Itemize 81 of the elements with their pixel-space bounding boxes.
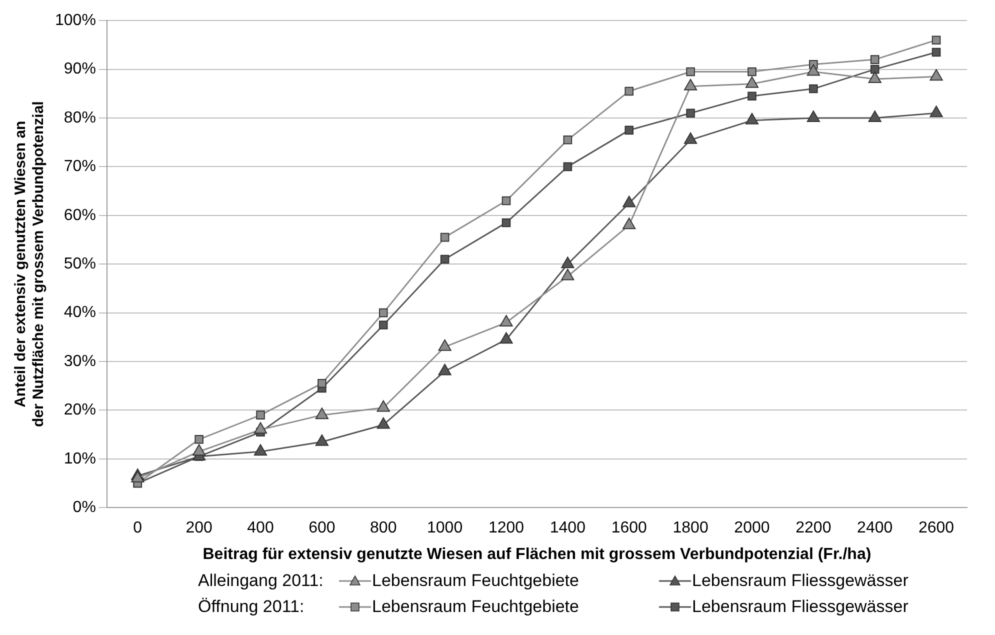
point (745, 112, 759, 124)
x-tick-label: 200 (186, 520, 213, 537)
point (624, 86, 634, 96)
y-axis-title: Anteil der extensiv genutzten Wiesen an der Nutzfläche mit grossem Verbundpotenzial (12, 101, 48, 428)
x-tick-label: 1400 (550, 520, 586, 537)
point (376, 417, 390, 429)
text: Öffnung 2011: (198, 596, 306, 618)
x-tick-label: 1000 (427, 520, 463, 537)
y-tick-label: 40% (64, 304, 96, 322)
point (868, 110, 882, 122)
y-tick-label: 20% (64, 402, 96, 419)
point (868, 72, 882, 84)
point (315, 434, 329, 446)
point (622, 196, 636, 208)
x-tick-label: 0 (133, 520, 142, 537)
point (378, 308, 388, 318)
point (254, 422, 268, 434)
y-tick-label: 50% (64, 256, 96, 273)
point (806, 64, 820, 76)
point (438, 339, 452, 351)
legend-label: Lebensraum Fliessgewässer (692, 570, 908, 592)
point (500, 315, 513, 327)
text: Alleingang 2011: (198, 570, 324, 592)
point (440, 232, 450, 242)
point (131, 470, 144, 482)
point (624, 126, 634, 135)
x-tick-label: 1200 (488, 520, 524, 537)
point (256, 410, 265, 420)
point (686, 108, 695, 118)
point (930, 106, 943, 118)
point (684, 78, 698, 90)
legend-label: Lebensraum Feuchtgebiete (372, 570, 579, 592)
point (500, 332, 513, 344)
point (932, 48, 941, 57)
point (684, 132, 698, 144)
x-tick-label: 600 (308, 520, 336, 537)
y-tick-label: 0% (72, 499, 96, 516)
y-tick-label: 80% (64, 109, 96, 126)
point (502, 196, 511, 206)
y-tick-label: 60% (64, 206, 96, 224)
point (318, 379, 326, 388)
point (192, 444, 206, 456)
y-tick-label: 30% (64, 352, 96, 370)
point (806, 110, 820, 122)
legend-label: Lebensraum Fliessgewässer (692, 596, 908, 618)
point (440, 254, 450, 264)
point (745, 76, 759, 88)
point (194, 435, 204, 444)
point (561, 268, 574, 280)
point (809, 84, 818, 94)
x-axis-title: Beitrag für extensiv genutzte Wiesen auf Flächen mit grossem Verbundpotenzial (Fr./ha) (202, 546, 872, 563)
y-tick-label: 70% (64, 158, 96, 176)
point (561, 256, 574, 268)
point (748, 67, 756, 76)
y-tick-label: 100% (55, 12, 96, 30)
x-tick-label: 400 (247, 520, 274, 537)
point (378, 320, 388, 330)
point (438, 364, 452, 376)
point (254, 444, 268, 456)
point (930, 69, 943, 81)
x-tick-label: 2200 (796, 520, 832, 537)
point (376, 400, 390, 412)
legend-label: Lebensraum Feuchtgebiete (372, 596, 579, 618)
y-tick-label: 90% (64, 60, 96, 78)
point (870, 64, 880, 74)
x-tick-label: 1800 (672, 520, 708, 537)
point (748, 92, 756, 100)
point (315, 408, 329, 420)
point (932, 36, 941, 44)
x-tick-label: 2000 (734, 520, 770, 537)
x-tick-label: 2600 (918, 520, 954, 537)
x-tick-label: 2400 (857, 520, 893, 537)
y-tick-label: 10% (64, 450, 96, 468)
point (563, 162, 572, 172)
point (502, 218, 511, 228)
point (622, 218, 636, 230)
x-tick-label: 1600 (611, 520, 648, 537)
point (870, 55, 880, 64)
x-tick-label: 800 (370, 520, 397, 537)
point (563, 136, 572, 144)
point (686, 67, 695, 76)
